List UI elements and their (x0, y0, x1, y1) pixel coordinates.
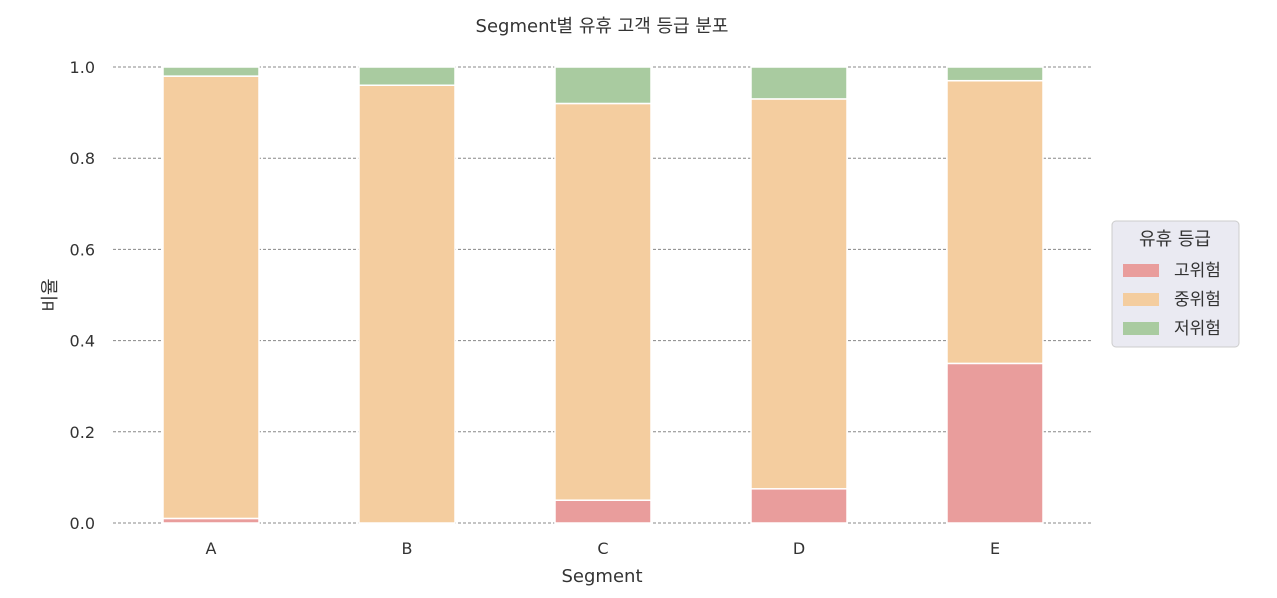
y-tick-label: 0.6 (70, 240, 95, 259)
bars (162, 66, 1044, 524)
y-tick-label: 1.0 (70, 58, 95, 77)
bar-segment (162, 75, 260, 520)
bar-segment (554, 66, 652, 105)
y-tick-labels: 0.0 0.2 0.4 0.6 0.8 1.0 (70, 58, 95, 533)
bar-segment (946, 66, 1044, 82)
bar-segment (162, 66, 260, 77)
legend-label: 고위험 (1174, 261, 1221, 281)
legend-label: 저위험 (1174, 319, 1221, 339)
x-tick-label: C (597, 539, 608, 558)
x-tick-label: E (990, 539, 1000, 558)
bar-segment (554, 499, 652, 524)
bar-segment (554, 102, 652, 501)
legend-box (1111, 220, 1240, 348)
x-axis-label: Segment (562, 566, 643, 587)
y-tick-label: 0.4 (70, 332, 95, 351)
legend-swatch (1123, 264, 1159, 277)
legend-label: 중위험 (1174, 290, 1221, 310)
bar-segment (946, 79, 1044, 365)
chart-title: Segment별 유휴 고객 등급 분포 (476, 16, 729, 37)
y-tick-label: 0.8 (70, 149, 95, 168)
y-tick-label: 0.2 (70, 423, 95, 442)
bar-segment (358, 66, 456, 86)
x-tick-label: A (206, 539, 217, 558)
x-tick-label: B (402, 539, 413, 558)
legend-title: 유휴 등급 (1139, 229, 1211, 250)
bar-segment (946, 362, 1044, 524)
bar-segment (750, 488, 848, 524)
bar-segment (750, 66, 848, 100)
legend-swatch (1123, 293, 1159, 306)
legend-swatch (1123, 322, 1159, 335)
bar-segment (358, 84, 456, 524)
x-tick-labels: A B C D E (206, 539, 1001, 558)
bar-segment (750, 98, 848, 490)
x-tick-label: D (793, 539, 805, 558)
y-tick-label: 0.0 (70, 514, 95, 533)
y-axis-label: 비율 (40, 278, 61, 311)
